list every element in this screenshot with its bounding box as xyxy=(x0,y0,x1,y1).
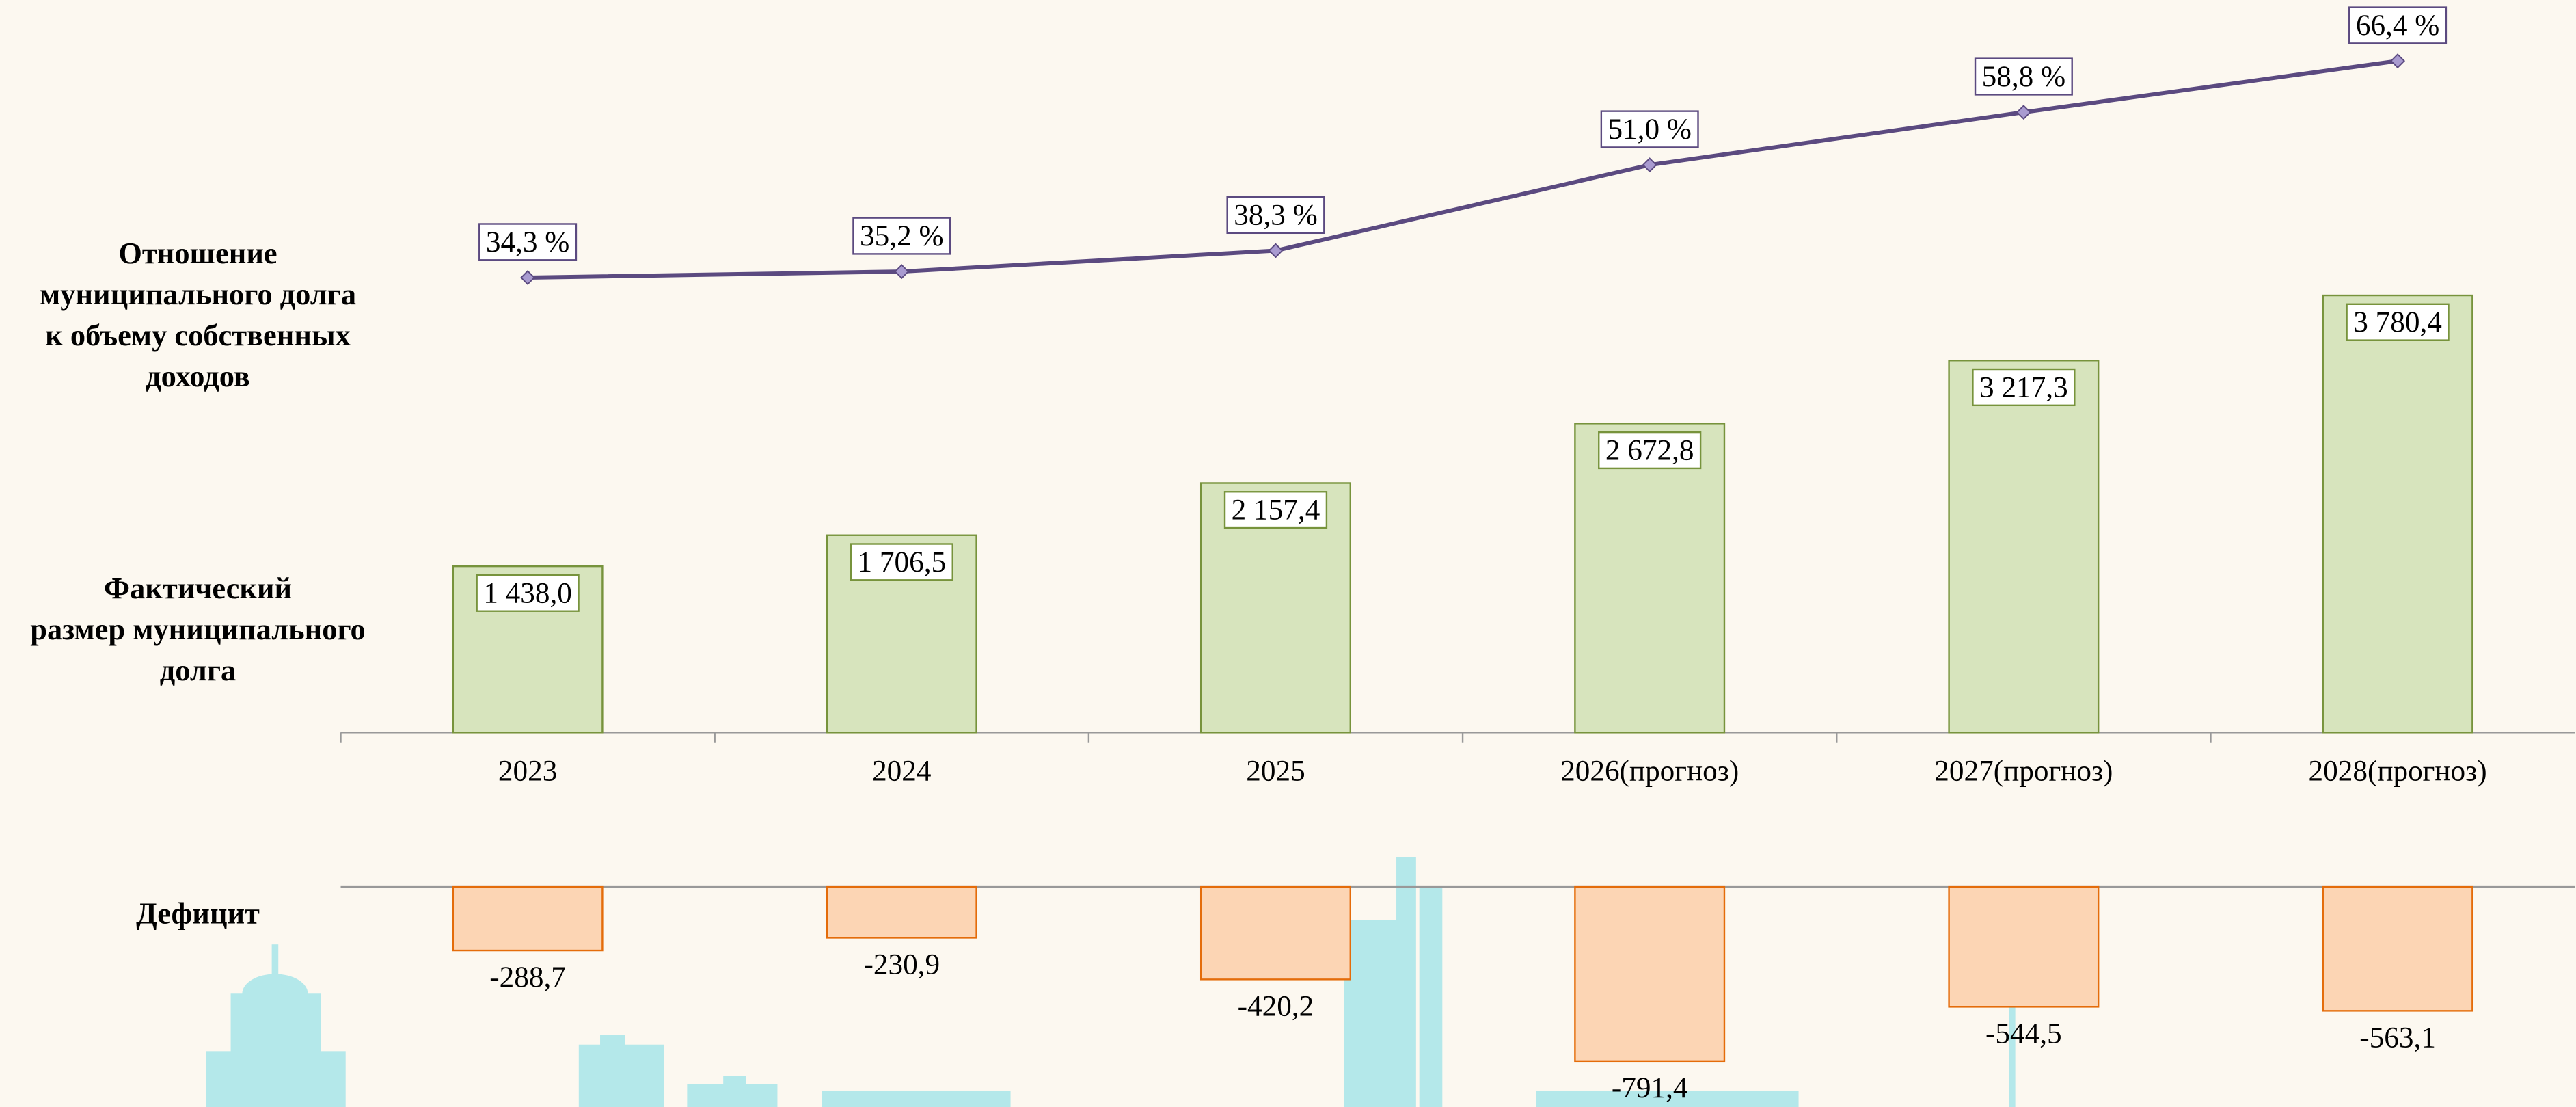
data-label-group: 3 780,4 xyxy=(2347,304,2449,341)
x-tick-label: 2024 xyxy=(872,754,931,787)
data-label: 51,0 % xyxy=(1608,113,1691,146)
data-label: -420,2 xyxy=(1238,990,1314,1023)
data-point xyxy=(895,265,908,278)
chart: Отношение муниципального долга к объему со… xyxy=(0,0,2576,1107)
data-label: 2 672,8 xyxy=(1605,434,1694,466)
row-title: к объему собственных xyxy=(45,318,351,352)
data-label: 3 780,4 xyxy=(2353,306,2442,338)
data-label: -563,1 xyxy=(2359,1022,2436,1054)
data-label: 35,2 % xyxy=(860,219,943,252)
bar xyxy=(2323,295,2473,732)
data-label-group: 58,8 % xyxy=(1975,59,2072,95)
x-tick-label: 2025 xyxy=(1246,754,1305,787)
data-label-group: 66,4 % xyxy=(2349,8,2446,44)
data-label: -288,7 xyxy=(489,961,566,993)
row-title: доходов xyxy=(146,359,250,393)
data-label: 2 157,4 xyxy=(1232,494,1320,526)
row-title: Отношение xyxy=(118,236,277,270)
x-tick-label: 2026(прогноз) xyxy=(1560,754,1739,787)
data-label-group: 1 706,5 xyxy=(851,544,953,581)
bar xyxy=(827,887,977,937)
bar xyxy=(1575,887,1724,1061)
data-label: 1 438,0 xyxy=(483,576,572,609)
page: Отношение муниципального долга к объему со… xyxy=(0,0,2576,1107)
row-title: Фактический xyxy=(104,571,292,605)
data-point xyxy=(2017,106,2030,119)
data-label: -544,5 xyxy=(1985,1017,2062,1050)
row-title: муниципального долга xyxy=(40,277,356,311)
data-point xyxy=(2391,54,2404,67)
row-title: долга xyxy=(160,653,236,687)
data-label-group: 1 438,0 xyxy=(477,575,579,611)
data-point xyxy=(1643,159,1656,172)
data-label: 34,3 % xyxy=(486,226,569,258)
row-title: размер муниципального xyxy=(30,612,365,646)
data-label: -230,9 xyxy=(863,948,940,981)
data-label-group: 51,0 % xyxy=(1601,111,1698,148)
data-label-group: 3 217,3 xyxy=(1972,369,2074,405)
data-label: 1 706,5 xyxy=(857,546,946,578)
data-line xyxy=(528,61,2398,278)
x-tick-label: 2023 xyxy=(498,754,557,787)
bar xyxy=(1575,423,1724,732)
bar xyxy=(1949,360,2099,732)
x-tick-label: 2028(прогноз) xyxy=(2309,754,2487,787)
data-point xyxy=(521,271,534,284)
data-point xyxy=(1269,244,1282,257)
data-label-group: 38,3 % xyxy=(1228,197,1325,233)
bar xyxy=(1201,887,1351,979)
bar xyxy=(453,887,603,950)
data-label-group: 2 672,8 xyxy=(1599,432,1700,468)
data-label-group: 2 157,4 xyxy=(1225,492,1327,528)
data-label: 38,3 % xyxy=(1234,198,1317,231)
bar xyxy=(1949,887,2099,1006)
bar xyxy=(2323,887,2473,1011)
data-label: 3 217,3 xyxy=(1979,371,2068,403)
data-label-group: 35,2 % xyxy=(853,218,950,254)
data-label: 58,8 % xyxy=(1982,60,2065,93)
row-title: Дефицит xyxy=(136,896,260,931)
data-label-group: 34,3 % xyxy=(479,224,576,260)
data-label: 66,4 % xyxy=(2356,9,2439,42)
x-tick-label: 2027(прогноз) xyxy=(1934,754,2113,787)
data-label: -791,4 xyxy=(1612,1071,1688,1104)
